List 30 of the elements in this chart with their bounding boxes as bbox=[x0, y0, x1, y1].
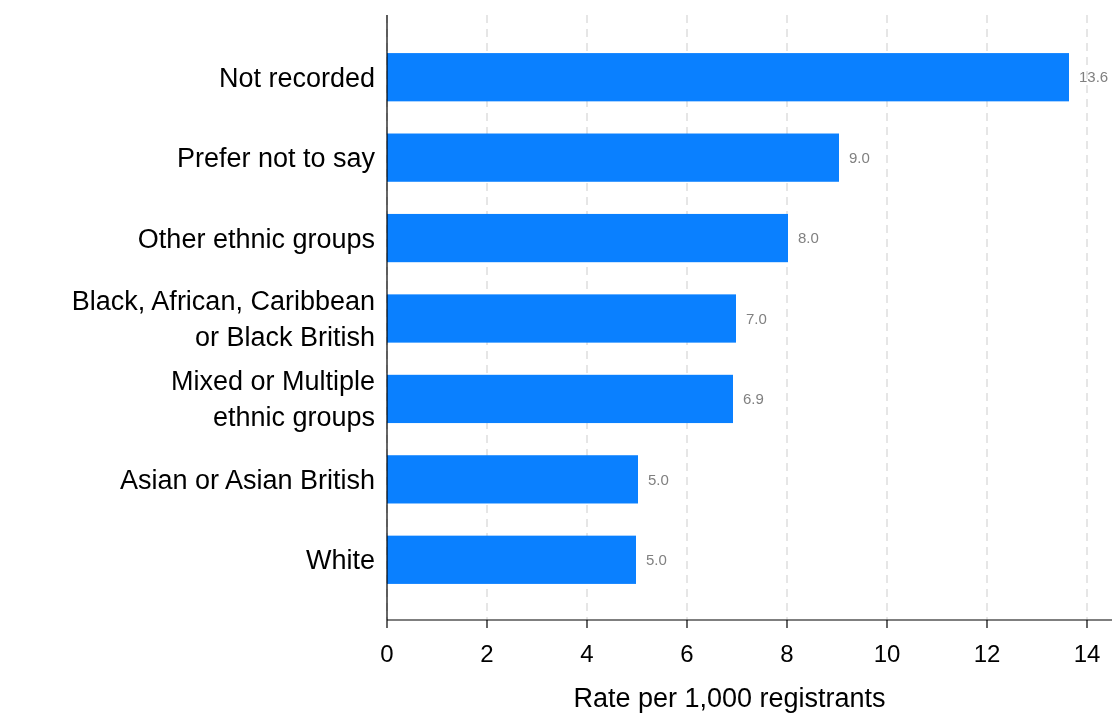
y-tick-label: Other ethnic groups bbox=[137, 223, 375, 254]
x-tick-label: 2 bbox=[480, 640, 494, 667]
y-tick-label: Asian or Asian British bbox=[119, 464, 375, 495]
bar bbox=[387, 455, 638, 504]
y-tick-label: Not recorded bbox=[218, 62, 375, 93]
bar bbox=[387, 213, 788, 263]
data-label: 7.0 bbox=[746, 309, 767, 327]
data-label: 5.0 bbox=[646, 551, 667, 569]
x-tick-label: 6 bbox=[680, 640, 694, 667]
bar bbox=[387, 374, 733, 424]
x-tick-label: 10 bbox=[873, 640, 901, 667]
y-tick-label: White bbox=[305, 545, 375, 576]
x-tick-label: 12 bbox=[973, 640, 1001, 667]
x-tick-label: 8 bbox=[780, 640, 794, 667]
bar bbox=[387, 535, 636, 584]
data-label: 6.9 bbox=[743, 390, 764, 408]
bar bbox=[387, 294, 736, 343]
y-tick-label: Mixed or Multiple ethnic groups bbox=[170, 366, 375, 433]
x-tick-label: 14 bbox=[1073, 640, 1101, 667]
bar bbox=[387, 53, 1069, 102]
x-axis-title: Rate per 1,000 registrants bbox=[573, 683, 886, 713]
data-label: 8.0 bbox=[798, 229, 819, 247]
x-tick-label: 0 bbox=[380, 640, 394, 667]
x-tick-label: 4 bbox=[580, 640, 594, 667]
data-label: 5.0 bbox=[648, 470, 669, 488]
data-label: 13.6 bbox=[1079, 68, 1109, 86]
y-tick-label: Prefer not to say bbox=[176, 143, 376, 174]
data-label: 9.0 bbox=[849, 148, 870, 166]
y-tick-label: Black, African, Caribbean or Black British bbox=[71, 285, 375, 352]
bar bbox=[387, 133, 839, 182]
